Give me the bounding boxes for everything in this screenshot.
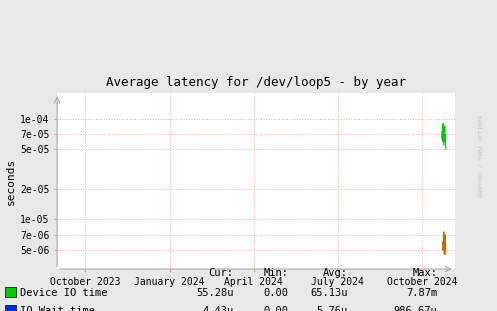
Text: Device IO time: Device IO time — [20, 288, 107, 298]
Text: Cur:: Cur: — [209, 268, 234, 278]
Text: Max:: Max: — [413, 268, 437, 278]
Text: Avg:: Avg: — [323, 268, 348, 278]
Text: 0.00: 0.00 — [263, 306, 288, 311]
Text: RRDTOOL / TOBI OETIKER: RRDTOOL / TOBI OETIKER — [479, 114, 484, 197]
Title: Average latency for /dev/loop5 - by year: Average latency for /dev/loop5 - by year — [106, 77, 406, 89]
Text: 0.00: 0.00 — [263, 288, 288, 298]
Text: 7.87m: 7.87m — [406, 288, 437, 298]
Text: 55.28u: 55.28u — [196, 288, 234, 298]
Text: 65.13u: 65.13u — [311, 288, 348, 298]
Text: 4.43u: 4.43u — [202, 306, 234, 311]
Text: 986.67u: 986.67u — [394, 306, 437, 311]
Y-axis label: seconds: seconds — [6, 158, 16, 205]
Text: 5.76u: 5.76u — [317, 306, 348, 311]
Text: IO Wait time: IO Wait time — [20, 306, 95, 311]
Text: Min:: Min: — [263, 268, 288, 278]
